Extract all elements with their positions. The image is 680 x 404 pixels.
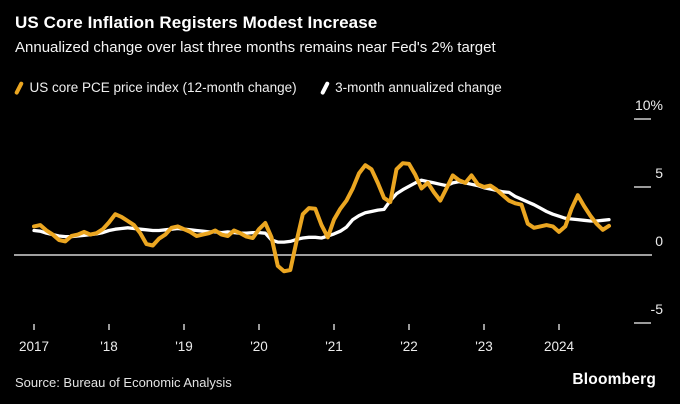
x-axis-label: '23 [475,339,493,354]
legend-item-label: 3-month annualized change [335,80,502,95]
y-axis-label: -5 [651,301,664,317]
legend-item-label: US core PCE price index (12-month change… [29,80,297,95]
y-axis-label: 0 [655,233,663,249]
page-title: US Core Inflation Registers Modest Incre… [15,13,378,32]
x-axis-label: '21 [325,339,343,354]
x-axis-label: '19 [175,339,193,354]
y-axis-label: 10% [635,97,663,113]
series-line [32,178,611,244]
source-attribution: Source: Bureau of Economic Analysis [15,375,232,390]
x-axis-label: '20 [250,339,268,354]
page-subtitle: Annualized change over last three months… [15,39,496,56]
x-axis-label: 2017 [19,339,49,354]
legend-item-3-month-annualized: 3-month annualized change [319,80,502,95]
x-axis-label: 2024 [544,339,575,354]
legend-item-pce-12-month: US core PCE price index (12-month change… [14,80,297,95]
series-line [32,161,611,274]
y-axis-label: 5 [655,165,663,181]
x-axis-label: '18 [100,339,118,354]
bloomberg-logo: Bloomberg [572,371,656,388]
x-axis-label: '22 [400,339,418,354]
chart-legend: US core PCE price index (12-month change… [14,80,502,95]
